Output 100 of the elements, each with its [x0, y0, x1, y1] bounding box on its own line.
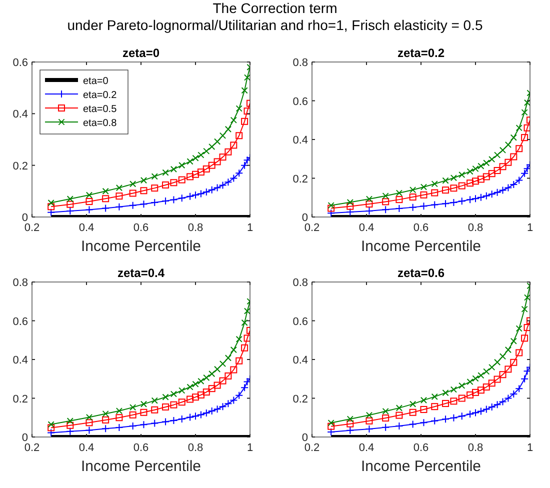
point	[366, 412, 373, 418]
point	[346, 202, 354, 210]
point	[442, 200, 450, 208]
y-tick-label: 0.8	[292, 277, 308, 289]
point	[504, 394, 512, 402]
point	[178, 162, 186, 169]
point	[472, 408, 480, 417]
point	[170, 416, 178, 425]
point	[420, 418, 428, 427]
point	[365, 425, 374, 434]
point	[494, 167, 501, 174]
point	[498, 398, 507, 406]
point	[102, 188, 109, 194]
point	[458, 182, 466, 190]
point	[48, 199, 54, 206]
point	[214, 382, 221, 389]
point	[450, 386, 457, 393]
point	[524, 324, 530, 332]
point	[420, 191, 428, 198]
point	[116, 184, 122, 192]
point	[178, 398, 186, 406]
point	[346, 208, 354, 216]
point	[236, 132, 243, 140]
point	[442, 177, 449, 184]
y-tick-label: 0	[302, 212, 308, 224]
point	[442, 186, 450, 194]
chart-title: zeta=0	[122, 46, 160, 60]
point	[504, 158, 512, 166]
point	[224, 354, 232, 362]
point	[346, 420, 354, 428]
point	[498, 186, 507, 194]
point	[102, 424, 110, 433]
point	[115, 202, 124, 211]
x-tick-label: 0.4	[78, 442, 94, 454]
x-tick-label: 0.4	[358, 442, 374, 454]
x-tick-label: 0.6	[133, 442, 149, 454]
point	[244, 74, 250, 81]
point	[66, 422, 74, 429]
point	[202, 408, 210, 417]
y-tick-label: 0.2	[292, 393, 308, 406]
point	[524, 124, 530, 132]
point	[483, 368, 490, 375]
y-tick-label: 0	[22, 432, 28, 444]
point	[510, 358, 518, 366]
point	[192, 154, 199, 162]
point	[48, 421, 54, 428]
point	[151, 184, 158, 192]
x-tick-label: 1	[526, 222, 534, 234]
point	[520, 374, 529, 383]
point	[244, 308, 250, 314]
point	[516, 325, 522, 332]
point	[466, 410, 474, 418]
point	[224, 372, 232, 380]
point	[235, 169, 244, 178]
point	[521, 134, 528, 142]
point	[494, 152, 501, 158]
point	[458, 394, 466, 402]
point	[494, 358, 501, 366]
point	[516, 124, 522, 132]
y-tick-label: 0	[22, 212, 28, 224]
x-tick-label: 0.8	[188, 442, 204, 454]
x-axis-title: Income Percentile	[360, 238, 482, 255]
point	[476, 407, 485, 416]
point	[521, 306, 528, 312]
point	[243, 156, 250, 164]
point	[366, 196, 373, 202]
point	[224, 126, 232, 132]
point	[420, 184, 428, 190]
point	[488, 380, 496, 387]
x-tick-label: 0.6	[133, 222, 149, 234]
point	[520, 169, 529, 178]
point	[410, 400, 416, 408]
point	[203, 148, 210, 154]
point	[396, 196, 403, 204]
point	[151, 397, 158, 404]
point	[241, 87, 248, 94]
point	[208, 407, 216, 416]
point	[328, 422, 335, 430]
point	[170, 401, 178, 408]
point	[48, 424, 55, 432]
point	[196, 410, 205, 419]
point	[510, 180, 518, 188]
point	[504, 184, 512, 192]
point	[140, 400, 148, 408]
point	[214, 138, 221, 145]
point	[420, 406, 428, 413]
point	[130, 404, 136, 411]
point	[346, 426, 354, 434]
point	[395, 204, 404, 212]
y-tick-label: 0.8	[12, 277, 28, 289]
point	[431, 403, 438, 410]
y-tick-label: 0.6	[12, 57, 28, 69]
point	[208, 370, 216, 378]
point	[327, 428, 336, 436]
point	[186, 413, 194, 422]
point	[504, 141, 512, 148]
point	[494, 376, 501, 383]
point	[208, 162, 216, 169]
point	[236, 336, 242, 342]
point	[488, 170, 496, 178]
